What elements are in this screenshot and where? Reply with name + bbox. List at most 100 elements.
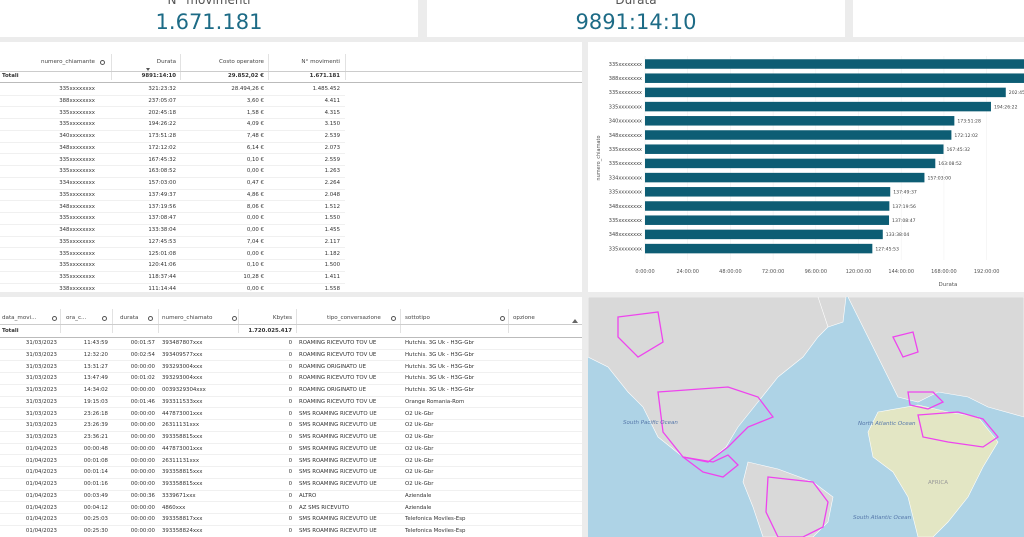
column-header: durata bbox=[120, 315, 139, 321]
bar bbox=[645, 229, 883, 240]
column-header: ora_c... bbox=[66, 315, 87, 321]
table-cell: SMS ROAMING RICEVUTO UE bbox=[299, 457, 377, 464]
table-cell: 335xxxxxxxx bbox=[59, 191, 95, 198]
highlighted-borders bbox=[617, 311, 999, 537]
row-rule bbox=[0, 118, 345, 119]
table-cell: 0 bbox=[288, 340, 292, 346]
table-cell: 23:26:39 bbox=[83, 422, 108, 429]
search-icon bbox=[52, 316, 57, 321]
totals-cell: 29.852,02 € bbox=[228, 73, 264, 79]
bar bbox=[645, 201, 890, 211]
table-cell: 0,10 € bbox=[246, 262, 264, 269]
table-cell: 447873001xxx bbox=[162, 445, 203, 452]
kpi-card: Durata 9891:14:10 bbox=[427, 0, 845, 37]
table-cell: 335xxxxxxxx bbox=[59, 238, 95, 245]
table-cell: 348xxxxxxxx bbox=[59, 144, 95, 151]
table-cell: 202:45:18 bbox=[148, 109, 176, 116]
y-tick-label: 334xxxxxxxx bbox=[609, 175, 642, 181]
column-separator bbox=[296, 309, 297, 333]
table-cell: Telefonica Moviles-Esp bbox=[405, 528, 466, 534]
table-cell: 00:00:00 bbox=[130, 457, 155, 464]
table-cell: 2.539 bbox=[324, 133, 340, 139]
row-rule bbox=[0, 212, 345, 213]
table-cell: 4,09 € bbox=[246, 121, 264, 128]
table-cell: Aziendale bbox=[405, 504, 432, 511]
y-tick-label: 348xxxxxxxx bbox=[609, 204, 642, 210]
table-cell: 393293004xxx bbox=[162, 375, 203, 382]
table-cell: ROAMING ORIGINATO UE bbox=[299, 387, 366, 393]
search-icon bbox=[500, 316, 505, 321]
table-cell: 0 bbox=[288, 481, 292, 487]
row-rule bbox=[0, 501, 582, 503]
search-icon bbox=[102, 316, 107, 321]
land bbox=[588, 297, 1024, 537]
table-cell: 0 bbox=[288, 528, 292, 534]
totals-cell: 1.720.025.417 bbox=[248, 328, 292, 334]
y-tick-label: 340xxxxxxxx bbox=[609, 119, 642, 125]
table-cell: 31/03/2023 bbox=[25, 410, 57, 417]
search-icon bbox=[232, 316, 237, 321]
table-cell: 1.512 bbox=[324, 203, 340, 210]
map-panel: South Pacific Ocean North Atlantic Ocean S… bbox=[588, 297, 1024, 537]
bar bbox=[645, 73, 1024, 83]
y-tick-label: 348xxxxxxxx bbox=[609, 133, 642, 139]
table-cell: 137:49:37 bbox=[148, 191, 176, 198]
map-label: South Pacific Ocean bbox=[623, 420, 678, 426]
table-panel: data_movi... ora_c... durata numero_chiamat… bbox=[0, 297, 582, 537]
table-cell: 8,06 € bbox=[246, 203, 264, 210]
y-tick-label: 388xxxxxxxx bbox=[609, 76, 642, 82]
table-cell: 00:00:00 bbox=[130, 387, 155, 393]
table-cell: 393409577xxx bbox=[162, 351, 203, 358]
table-cell: 00:00:00 bbox=[130, 528, 155, 534]
row-rule bbox=[0, 442, 582, 444]
column-separator bbox=[111, 54, 112, 80]
row-rule bbox=[0, 247, 345, 249]
table-cell: 2.117 bbox=[324, 238, 340, 245]
table-cell: 340xxxxxxxx bbox=[59, 133, 95, 139]
table-cell: 0,00 € bbox=[246, 168, 264, 175]
row-rule bbox=[0, 282, 345, 284]
table-cell: 1.550 bbox=[324, 215, 340, 222]
table-cell: 133:38:04 bbox=[148, 227, 176, 233]
table-cell: 0 bbox=[288, 363, 292, 370]
table-cell: 348xxxxxxxx bbox=[59, 203, 95, 210]
x-tick-label: 144:00:00 bbox=[888, 269, 914, 275]
column-header: Kbytes bbox=[272, 315, 292, 321]
column-separator bbox=[400, 309, 401, 333]
table-cell: 12:32:20 bbox=[83, 351, 108, 358]
scroll-arrow bbox=[572, 319, 578, 323]
row-rule bbox=[0, 372, 582, 373]
x-tick-label: 72:00:00 bbox=[762, 269, 784, 275]
y-tick-label: 335xxxxxxxx bbox=[609, 190, 642, 196]
table-cell: 2.048 bbox=[324, 191, 340, 198]
bar bbox=[645, 101, 991, 112]
column-header: data_movi... bbox=[2, 315, 37, 321]
table-cell: 00:00:00 bbox=[130, 481, 155, 487]
table-cell: SMS ROAMING RICEVUTO UE bbox=[299, 410, 377, 417]
row-rule bbox=[0, 430, 582, 432]
table-cell: 6,14 € bbox=[246, 144, 264, 151]
table-cell: 393358824xxx bbox=[162, 528, 203, 534]
row-rule bbox=[0, 106, 345, 108]
value-label: 133:38:04 bbox=[886, 232, 910, 238]
table-cell: 393358817xxx bbox=[162, 516, 203, 523]
y-axis-title: numero_chiamato bbox=[596, 135, 602, 180]
row-rule bbox=[0, 395, 582, 397]
column-separator bbox=[238, 309, 239, 333]
table-cell: 01/04/2023 bbox=[25, 445, 57, 452]
y-tick-label: 335xxxxxxxx bbox=[609, 104, 642, 110]
table-cell: 335xxxxxxxx bbox=[59, 168, 95, 175]
table-cell: 0039329304xxx bbox=[162, 387, 206, 393]
table-cell: 237:05:07 bbox=[148, 97, 176, 104]
table-cell: 0 bbox=[288, 410, 292, 417]
row-rule bbox=[0, 153, 345, 155]
row-rule bbox=[0, 360, 582, 362]
y-tick-label: 335xxxxxxxx bbox=[609, 90, 642, 96]
table-cell: 00:00:00 bbox=[130, 363, 155, 370]
row-rule bbox=[0, 223, 345, 225]
table-cell: 23:36:21 bbox=[83, 434, 108, 440]
kpi-label: Durata bbox=[615, 0, 657, 7]
table-cell: 0,00 € bbox=[246, 250, 264, 257]
value-label: 173:51:28 bbox=[957, 119, 981, 125]
map-label: AFRICA bbox=[928, 480, 948, 486]
